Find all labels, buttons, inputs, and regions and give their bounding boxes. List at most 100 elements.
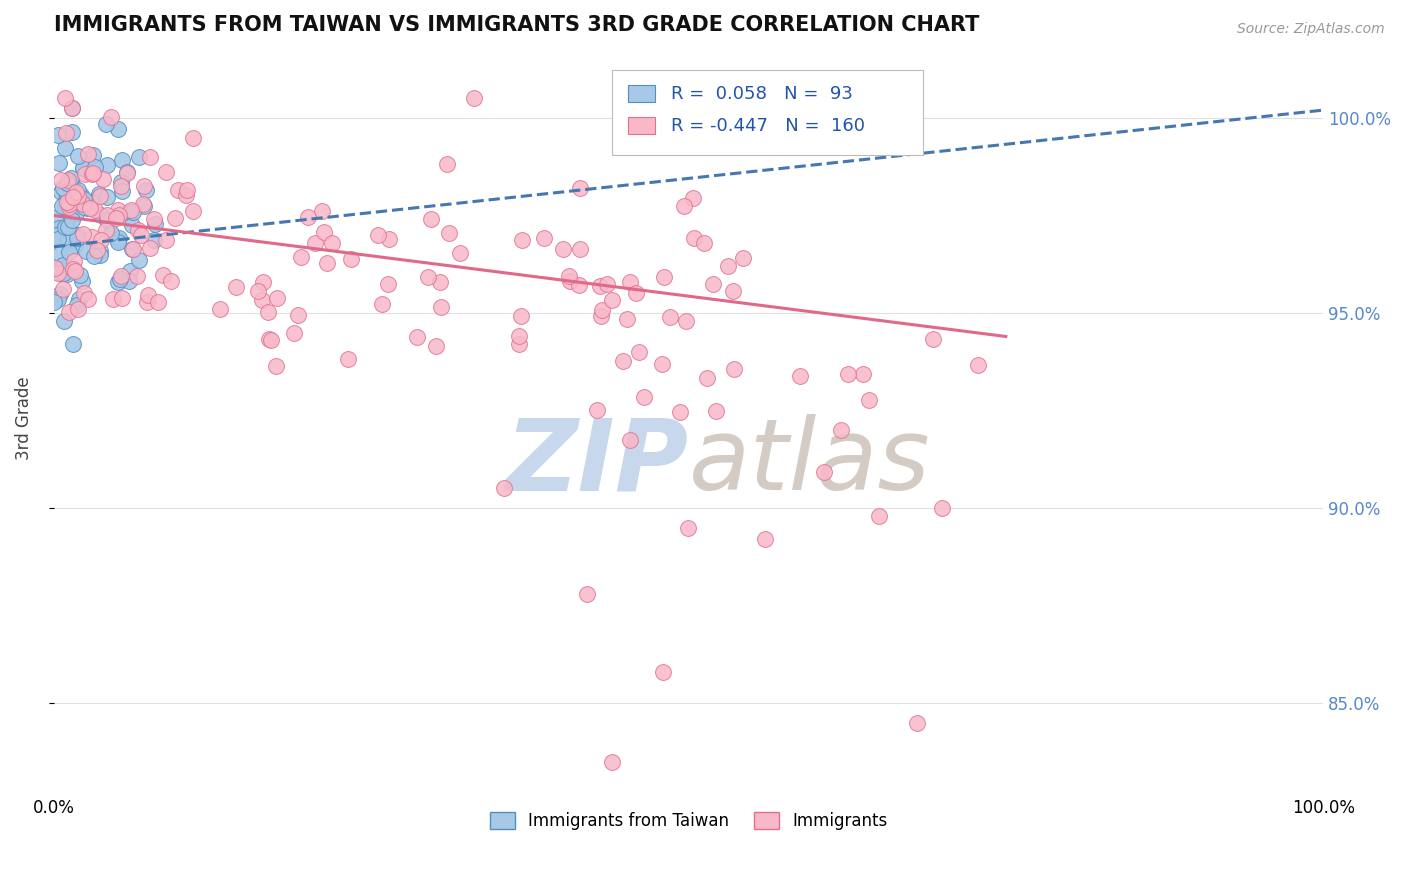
Point xyxy=(51,258,73,272)
Point xyxy=(96,212,118,227)
Point xyxy=(145,218,167,232)
Point xyxy=(510,233,533,247)
Point xyxy=(311,204,333,219)
Point xyxy=(72,196,94,211)
Point xyxy=(72,227,94,241)
Y-axis label: 3rd Grade: 3rd Grade xyxy=(15,376,32,460)
Point xyxy=(717,259,740,273)
Point xyxy=(67,292,90,306)
Point xyxy=(107,275,129,289)
Text: Source: ZipAtlas.com: Source: ZipAtlas.com xyxy=(1237,22,1385,37)
Point xyxy=(58,196,80,211)
Point xyxy=(437,226,460,240)
Point xyxy=(55,185,77,199)
Point xyxy=(602,755,624,769)
Point xyxy=(52,258,75,272)
Point xyxy=(56,220,79,235)
Point xyxy=(600,293,623,308)
Point xyxy=(174,188,197,202)
Point xyxy=(167,183,190,197)
Point xyxy=(58,305,80,319)
Point xyxy=(931,501,953,516)
Point xyxy=(111,291,134,305)
Point xyxy=(337,351,360,366)
Point xyxy=(66,298,89,312)
Point xyxy=(304,235,326,250)
Point xyxy=(129,227,152,242)
Point xyxy=(290,251,312,265)
Point xyxy=(51,181,73,195)
Point xyxy=(72,286,94,301)
Point xyxy=(91,171,114,186)
Point xyxy=(80,168,103,182)
Point xyxy=(76,201,98,215)
Point xyxy=(121,242,143,256)
Point xyxy=(60,198,83,212)
Point xyxy=(59,171,82,186)
Point xyxy=(830,423,852,437)
Point xyxy=(160,274,183,288)
Text: atlas: atlas xyxy=(689,415,931,511)
Point xyxy=(626,286,648,301)
Point xyxy=(589,309,612,323)
Point xyxy=(591,302,613,317)
Point xyxy=(65,185,87,199)
Point xyxy=(59,174,82,188)
Point xyxy=(789,368,811,383)
Point xyxy=(110,175,132,189)
Point xyxy=(55,267,77,281)
Point xyxy=(905,715,928,730)
Point xyxy=(430,300,453,314)
Point xyxy=(89,244,111,258)
Point xyxy=(48,156,70,170)
Text: IMMIGRANTS FROM TAIWAN VS IMMIGRANTS 3RD GRADE CORRELATION CHART: IMMIGRANTS FROM TAIWAN VS IMMIGRANTS 3RD… xyxy=(53,15,979,35)
Point xyxy=(45,228,67,243)
Point xyxy=(165,211,187,225)
Point xyxy=(754,533,776,547)
Point xyxy=(44,260,66,275)
Point xyxy=(107,122,129,136)
Point xyxy=(371,297,394,311)
Point xyxy=(731,251,754,265)
Point xyxy=(312,226,335,240)
Point xyxy=(51,173,73,187)
Point xyxy=(851,367,873,381)
Point xyxy=(96,158,118,172)
Point xyxy=(96,190,118,204)
Point xyxy=(77,292,100,306)
Point xyxy=(682,231,704,245)
Point xyxy=(49,286,72,301)
Point xyxy=(107,235,129,250)
Point xyxy=(111,184,134,198)
Point xyxy=(316,255,339,269)
Point xyxy=(339,252,361,266)
Point xyxy=(585,403,607,417)
Point xyxy=(82,165,104,179)
FancyBboxPatch shape xyxy=(627,118,655,134)
Text: R =  0.058   N =  93: R = 0.058 N = 93 xyxy=(671,85,852,103)
Point xyxy=(77,147,100,161)
Point xyxy=(89,188,111,202)
Point xyxy=(42,230,65,244)
Point xyxy=(56,172,79,186)
Point xyxy=(121,218,143,232)
Point xyxy=(83,160,105,174)
Point xyxy=(118,274,141,288)
Point xyxy=(297,210,319,224)
Point xyxy=(52,282,75,296)
Point xyxy=(53,91,76,105)
Point xyxy=(62,254,84,268)
Point xyxy=(67,149,90,163)
Point xyxy=(678,521,700,535)
Point xyxy=(494,481,516,495)
Point xyxy=(406,330,429,344)
Point xyxy=(132,197,155,211)
Point xyxy=(55,194,77,208)
Point xyxy=(429,275,451,289)
Point xyxy=(155,165,177,179)
Point xyxy=(51,185,73,199)
Point xyxy=(283,326,305,340)
Point xyxy=(858,393,880,408)
Point xyxy=(143,211,166,226)
Point xyxy=(60,101,83,115)
